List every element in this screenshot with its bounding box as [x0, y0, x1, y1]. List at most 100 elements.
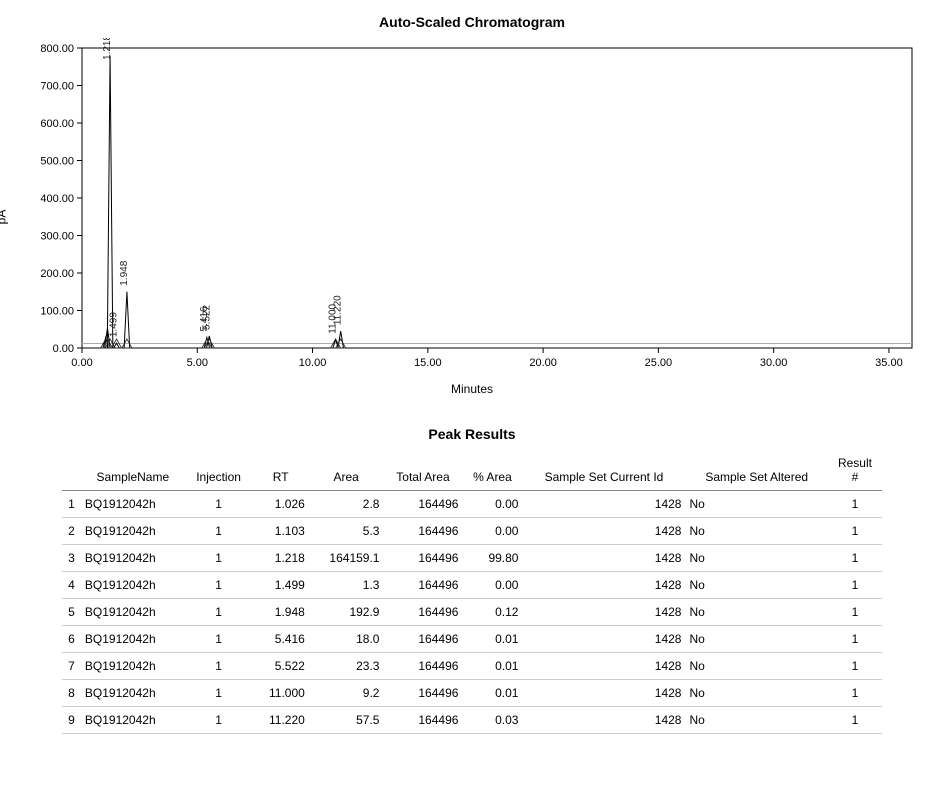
table-cell: 164496	[383, 518, 462, 545]
table-cell: 4	[62, 572, 81, 599]
table-cell: 1428	[522, 680, 685, 707]
table-cell: 11.220	[252, 707, 308, 734]
table-cell: 5	[62, 599, 81, 626]
table-cell: 1	[828, 680, 882, 707]
table-cell: 164496	[383, 599, 462, 626]
table-cell: 6	[62, 626, 81, 653]
table-cell: 1	[828, 626, 882, 653]
svg-text:15.00: 15.00	[414, 357, 442, 369]
table-cell: 1	[828, 491, 882, 518]
col-header: Area	[309, 450, 384, 491]
y-axis-label: pA	[0, 210, 8, 225]
svg-text:800.00: 800.00	[40, 43, 74, 55]
table-cell: 1.3	[309, 572, 384, 599]
table-cell: 0.00	[462, 572, 522, 599]
table-cell: 1	[828, 707, 882, 734]
table-cell: BQ1912042h	[81, 599, 185, 626]
table-cell: No	[685, 707, 827, 734]
table-cell: 164496	[383, 572, 462, 599]
table-cell: 1	[185, 572, 253, 599]
table-cell: 57.5	[309, 707, 384, 734]
svg-text:1.218: 1.218	[102, 38, 113, 60]
table-cell: 1428	[522, 626, 685, 653]
table-cell: 1	[185, 518, 253, 545]
table-cell: 1	[828, 518, 882, 545]
svg-text:30.00: 30.00	[760, 357, 788, 369]
table-row: 5BQ1912042h11.948192.91644960.121428No1	[62, 599, 882, 626]
table-cell: 1428	[522, 491, 685, 518]
table-cell: 1.026	[252, 491, 308, 518]
chromatogram-svg: 0.00100.00200.00300.00400.00500.00600.00…	[22, 38, 922, 378]
table-row: 1BQ1912042h11.0262.81644960.001428No1	[62, 491, 882, 518]
table-cell: 9	[62, 707, 81, 734]
table-cell: 164496	[383, 626, 462, 653]
table-cell: 1	[185, 545, 253, 572]
svg-text:400.00: 400.00	[40, 193, 74, 205]
table-cell: 0.03	[462, 707, 522, 734]
table-cell: 99.80	[462, 545, 522, 572]
table-row: 2BQ1912042h11.1035.31644960.001428No1	[62, 518, 882, 545]
table-cell: 2.8	[309, 491, 384, 518]
svg-text:0.00: 0.00	[71, 357, 92, 369]
table-cell: BQ1912042h	[81, 545, 185, 572]
table-cell: 1.948	[252, 599, 308, 626]
table-cell: 1.499	[252, 572, 308, 599]
x-axis-label: Minutes	[22, 382, 922, 396]
table-cell: No	[685, 518, 827, 545]
table-cell: BQ1912042h	[81, 626, 185, 653]
table-cell: No	[685, 626, 827, 653]
table-cell: 1	[185, 626, 253, 653]
col-header	[62, 450, 81, 491]
table-cell: 1428	[522, 653, 685, 680]
col-header: RT	[252, 450, 308, 491]
col-header: Total Area	[383, 450, 462, 491]
table-cell: BQ1912042h	[81, 707, 185, 734]
table-cell: 164496	[383, 491, 462, 518]
table-cell: 1.218	[252, 545, 308, 572]
table-cell: 1	[828, 545, 882, 572]
col-header: % Area	[462, 450, 522, 491]
table-cell: 192.9	[309, 599, 384, 626]
svg-text:100.00: 100.00	[40, 306, 74, 318]
table-cell: 1	[828, 653, 882, 680]
table-cell: BQ1912042h	[81, 491, 185, 518]
table-cell: 1	[185, 491, 253, 518]
svg-text:1.499: 1.499	[109, 312, 120, 337]
table-cell: No	[685, 680, 827, 707]
table-row: 9BQ1912042h111.22057.51644960.031428No1	[62, 707, 882, 734]
table-cell: 1	[828, 599, 882, 626]
table-cell: BQ1912042h	[81, 572, 185, 599]
peak-results-table-wrap: SampleNameInjectionRTAreaTotal Area% Are…	[62, 450, 882, 734]
chart-title: Auto-Scaled Chromatogram	[10, 14, 934, 30]
table-cell: 1428	[522, 599, 685, 626]
table-cell: BQ1912042h	[81, 518, 185, 545]
svg-text:25.00: 25.00	[645, 357, 673, 369]
table-header-row: SampleNameInjectionRTAreaTotal Area% Are…	[62, 450, 882, 491]
col-header: Sample Set Current Id	[522, 450, 685, 491]
svg-text:200.00: 200.00	[40, 268, 74, 280]
table-cell: 11.000	[252, 680, 308, 707]
svg-text:10.00: 10.00	[299, 357, 327, 369]
table-cell: 164496	[383, 545, 462, 572]
table-row: 7BQ1912042h15.52223.31644960.011428No1	[62, 653, 882, 680]
table-cell: 1	[185, 599, 253, 626]
table-cell: 0.01	[462, 626, 522, 653]
svg-text:20.00: 20.00	[529, 357, 557, 369]
table-body: 1BQ1912042h11.0262.81644960.001428No12BQ…	[62, 491, 882, 734]
peak-results-table: SampleNameInjectionRTAreaTotal Area% Are…	[62, 450, 882, 734]
table-cell: 0.01	[462, 653, 522, 680]
table-cell: 1428	[522, 545, 685, 572]
svg-text:700.00: 700.00	[40, 81, 74, 93]
svg-text:0.00: 0.00	[53, 343, 74, 355]
table-title: Peak Results	[10, 426, 934, 442]
svg-text:5.522: 5.522	[201, 305, 212, 330]
table-cell: 1	[62, 491, 81, 518]
table-cell: BQ1912042h	[81, 653, 185, 680]
table-cell: 23.3	[309, 653, 384, 680]
svg-text:11.220: 11.220	[333, 295, 344, 325]
table-cell: 1.103	[252, 518, 308, 545]
table-row: 3BQ1912042h11.218164159.116449699.801428…	[62, 545, 882, 572]
svg-text:600.00: 600.00	[40, 118, 74, 130]
table-cell: 5.416	[252, 626, 308, 653]
table-row: 6BQ1912042h15.41618.01644960.011428No1	[62, 626, 882, 653]
